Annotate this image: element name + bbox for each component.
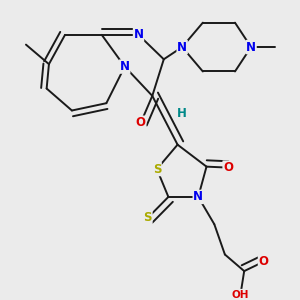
Text: N: N — [193, 190, 203, 203]
Text: O: O — [136, 116, 146, 129]
Text: O: O — [259, 255, 269, 268]
Text: N: N — [134, 28, 143, 41]
Text: N: N — [246, 40, 256, 54]
Text: N: N — [120, 60, 130, 73]
Text: H: H — [177, 107, 187, 120]
Text: OH: OH — [232, 290, 249, 299]
Text: S: S — [153, 163, 161, 176]
Text: O: O — [223, 161, 233, 174]
Text: S: S — [143, 212, 152, 224]
Text: N: N — [177, 40, 187, 54]
